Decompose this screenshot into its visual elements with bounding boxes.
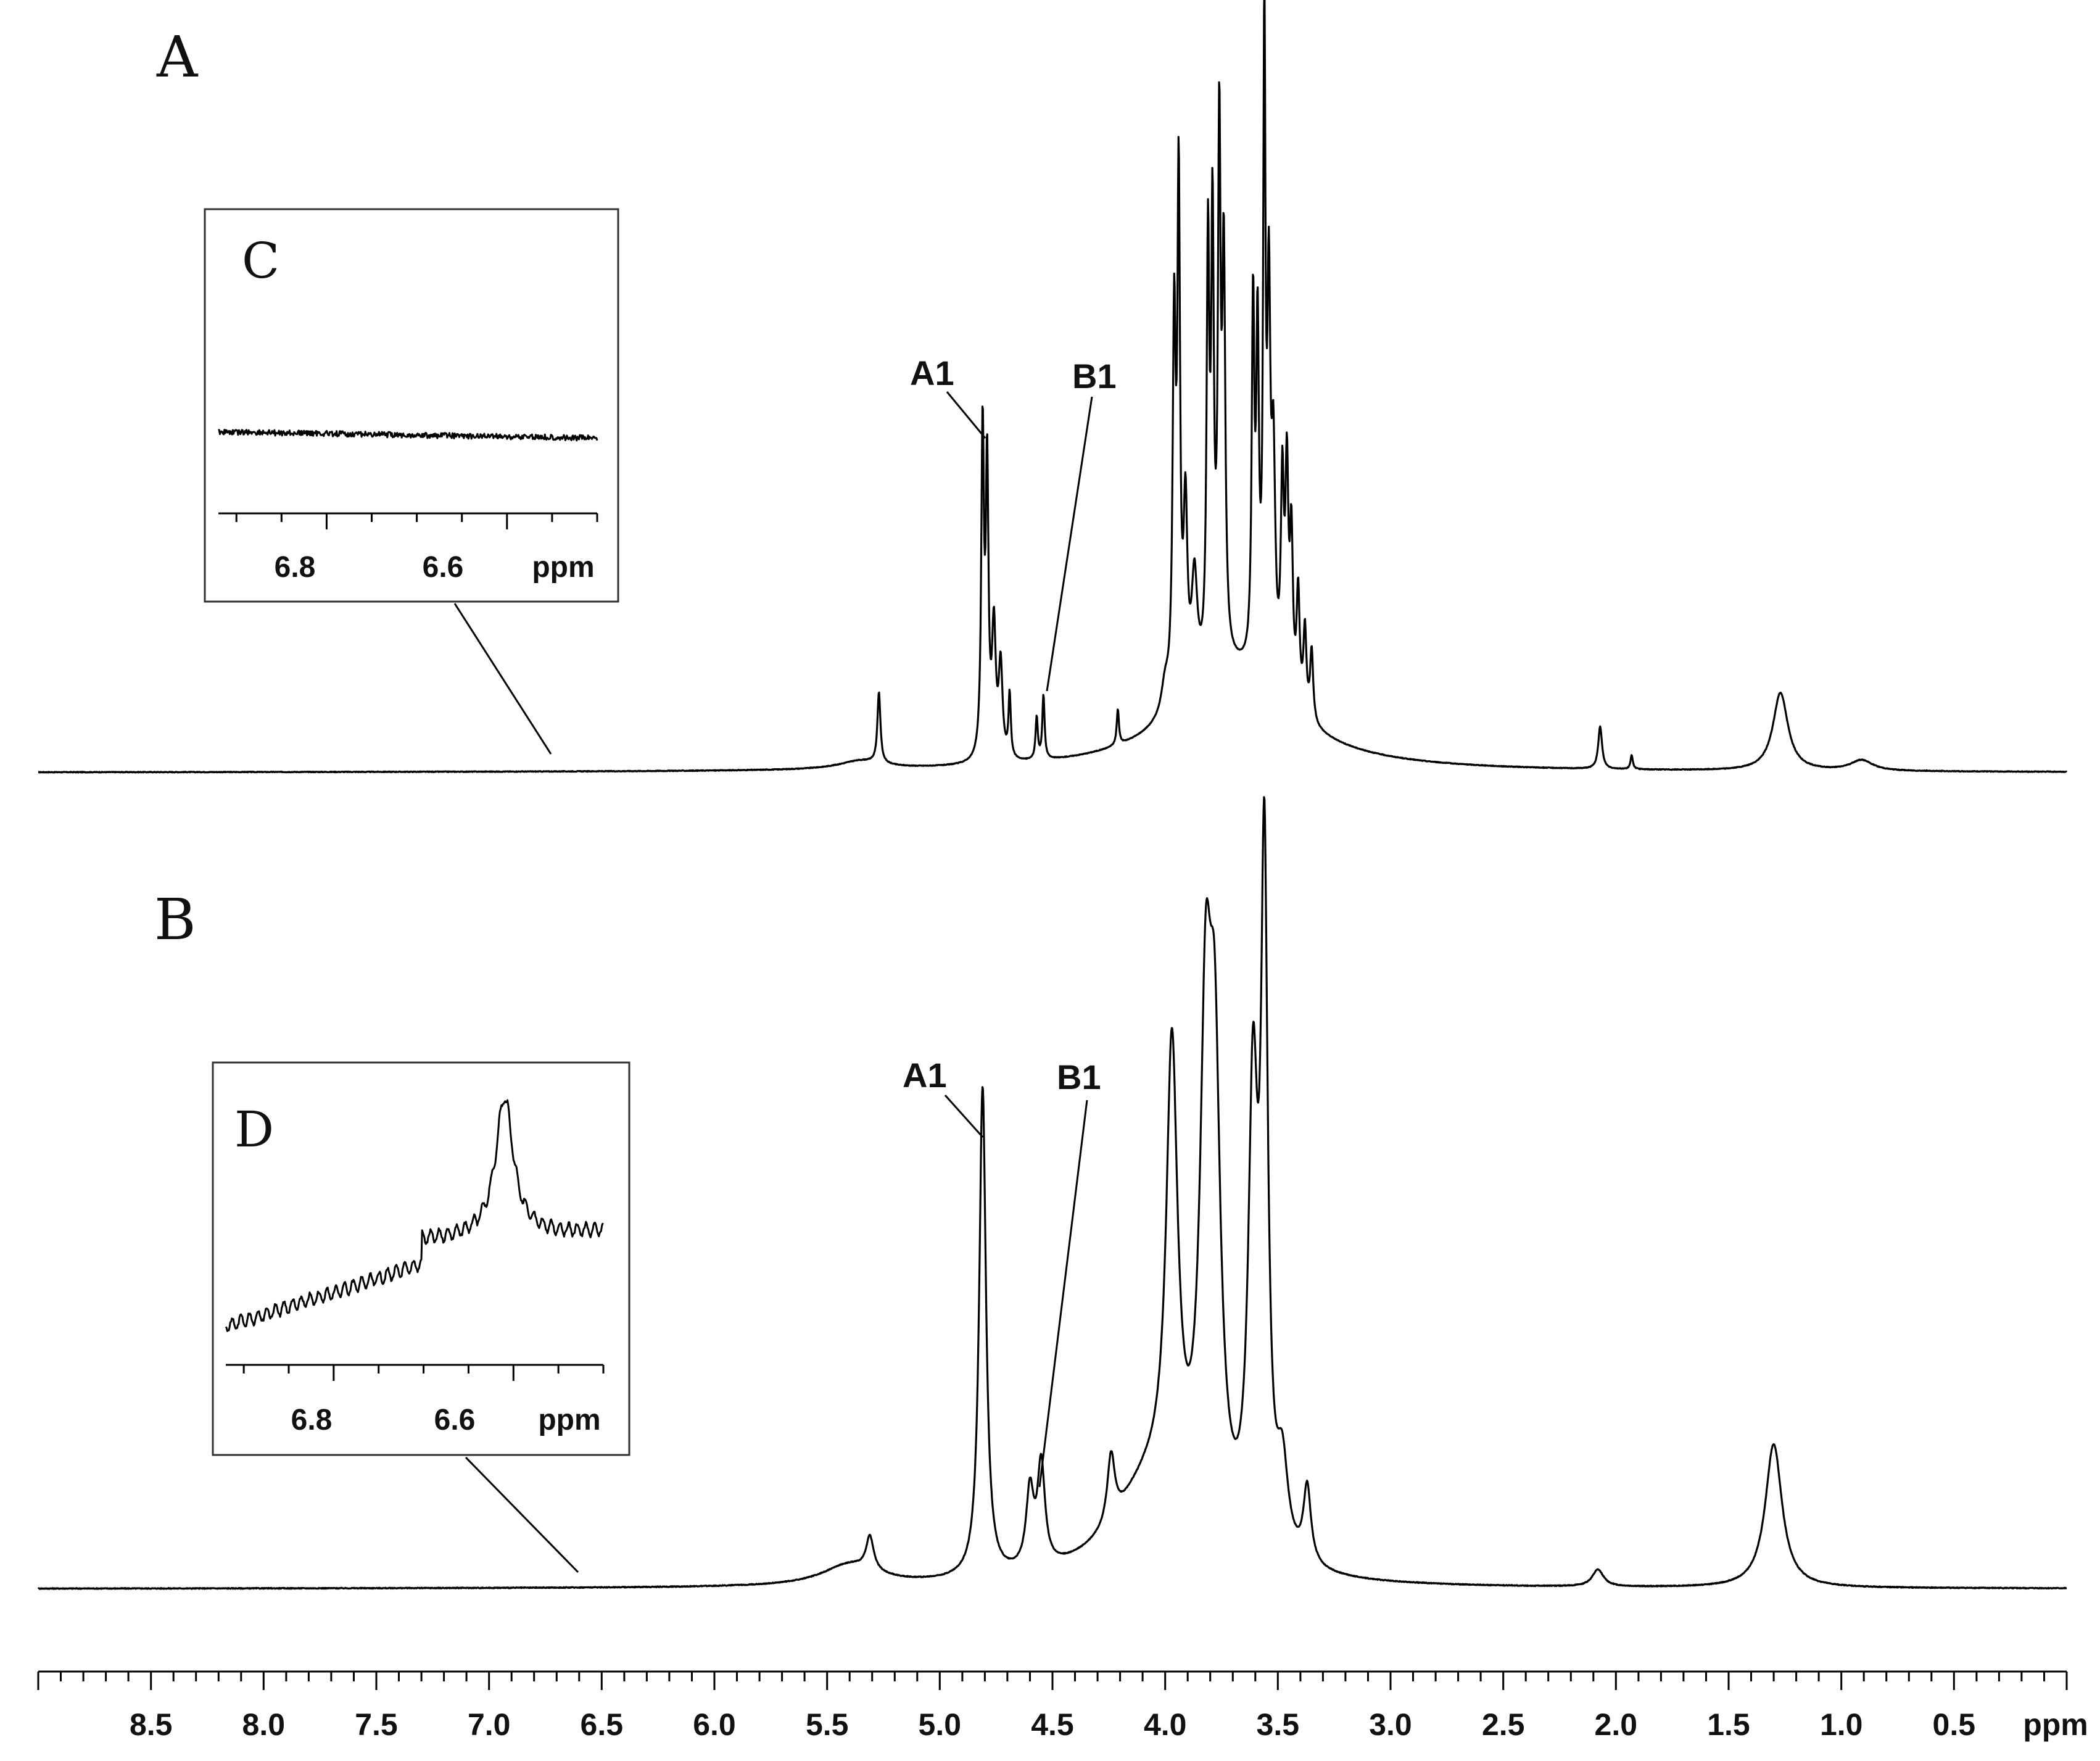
annotation-a1-label-a: A1 [910,354,954,392]
ppm-axis-ticks [37,1672,2068,1690]
panel-a-letter: A [156,24,199,90]
ppm-tick-label: 7.0 [468,1707,511,1742]
ppm-tick-label: 3.0 [1369,1707,1412,1742]
ppm-axis: 8.5 8.0 7.5 7.0 6.5 6.0 5.5 5.0 4.5 4.0 3.5 3.0 2.5 2… [37,1670,2088,1742]
annotation-b1-label-b: B1 [1057,1058,1101,1096]
annotation-b1-leader-b [1038,1100,1088,1488]
inset-c-unit-label: ppm [532,551,594,584]
panel-b: B A1 B1 D 6.8 6.6 ppm [37,796,2067,1590]
inset-d-unit-label: ppm [538,1404,600,1436]
inset-d: D 6.8 6.6 ppm [212,1061,630,1456]
ppm-tick-label: 1.0 [1820,1707,1863,1742]
inset-c-tick-label: 6.8 [275,551,316,584]
ppm-tick-label: 8.5 [130,1707,173,1742]
ppm-tick-label: 2.0 [1595,1707,1638,1742]
annotation-a1-leader-b [944,1094,984,1138]
annotation-a1-leader-a [946,391,986,439]
inset-c-leader [453,603,552,755]
inset-d-trace [225,1099,604,1332]
spectrum-a-trace [38,0,2068,774]
inset-c-ticks [235,513,598,529]
ppm-tick-label: 1.5 [1707,1707,1750,1742]
annotation-a1-label-b: A1 [903,1056,947,1095]
annotation-b1-leader-a [1046,396,1093,692]
inset-c-trace [218,429,598,442]
inset-c-letter: C [242,232,279,289]
ppm-axis-unit-label: ppm [2023,1707,2088,1742]
ppm-tick-label: 6.0 [693,1707,736,1742]
inset-c: C 6.8 6.6 ppm [204,208,619,603]
inset-d-ticks [242,1365,605,1381]
inset-c-tick-label: 6.6 [423,551,464,584]
inset-d-leader [465,1456,579,1573]
ppm-tick-label: 5.0 [919,1707,962,1742]
panel-a: A A1 B1 C 6.8 6.6 ppm [38,0,2068,774]
annotation-b1-label-a: B1 [1072,357,1117,396]
ppm-tick-label: 4.5 [1031,1707,1074,1742]
spectrum-b-trace [37,796,2067,1590]
ppm-tick-label: 6.5 [581,1707,624,1742]
ppm-tick-label: 3.5 [1257,1707,1300,1742]
inset-d-tick-label: 6.8 [291,1404,333,1436]
panel-b-letter: B [154,887,196,953]
ppm-tick-label: 5.5 [806,1707,849,1742]
ppm-tick-label: 8.0 [242,1707,286,1742]
inset-d-tick-label: 6.6 [434,1404,476,1436]
ppm-tick-label: 0.5 [1933,1707,1976,1742]
ppm-tick-label: 2.5 [1482,1707,1525,1742]
ppm-tick-label: 7.5 [355,1707,398,1742]
ppm-tick-label: 4.0 [1144,1707,1187,1742]
ppm-axis-tick-labels: 8.5 8.0 7.5 7.0 6.5 6.0 5.5 5.0 4.5 4.0 3.5 3.0 2.5 2… [130,1707,1975,1742]
inset-d-letter: D [234,1101,274,1158]
inset-c-frame [204,208,619,603]
